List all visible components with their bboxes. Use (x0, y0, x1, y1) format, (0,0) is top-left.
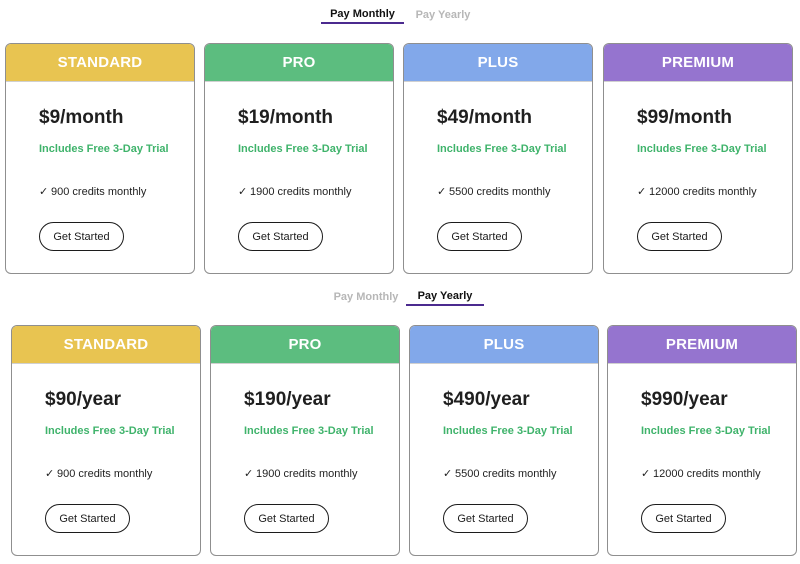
credits-feature: ✓ 900 credits monthly (39, 185, 146, 198)
check-icon: ✓ (637, 186, 647, 198)
plan-price: $490/year (443, 389, 530, 410)
plan-body: $190/year Includes Free 3-Day Trial ✓ 190… (211, 363, 399, 555)
get-started-button[interactable]: Get Started (39, 222, 124, 251)
plan-body: $990/year Includes Free 3-Day Trial ✓ 120… (608, 363, 796, 555)
plan-header: STANDARD (6, 44, 194, 81)
plan-header: STANDARD (12, 326, 200, 363)
plan-header: PREMIUM (608, 326, 796, 363)
plan-card-standard: STANDARD $9/month Includes Free 3-Day Tr… (5, 43, 195, 274)
credits-text: 12000 credits monthly (653, 468, 761, 480)
plan-body: $99/month Includes Free 3-Day Trial ✓ 120… (604, 81, 792, 273)
credits-feature: ✓ 12000 credits monthly (637, 185, 757, 198)
trial-text: Includes Free 3-Day Trial (45, 425, 175, 437)
tab-pay-monthly[interactable]: Pay Monthly (321, 6, 404, 24)
get-started-button[interactable]: Get Started (443, 504, 528, 533)
plan-card-premium: PREMIUM $990/year Includes Free 3-Day Tr… (607, 325, 797, 556)
plan-price: $99/month (637, 107, 733, 128)
plan-header: PLUS (410, 326, 598, 363)
trial-text: Includes Free 3-Day Trial (637, 143, 767, 155)
plan-price: $90/year (45, 389, 122, 410)
credits-text: 900 credits monthly (57, 468, 153, 480)
billing-toggle: Pay Monthly Pay Yearly (321, 6, 482, 26)
credits-feature: ✓ 5500 credits monthly (437, 185, 551, 198)
get-started-button[interactable]: Get Started (238, 222, 323, 251)
plan-header: PRO (211, 326, 399, 363)
check-icon: ✓ (443, 468, 453, 480)
check-icon: ✓ (238, 186, 248, 198)
plan-price: $190/year (244, 389, 331, 410)
credits-feature: ✓ 5500 credits monthly (443, 467, 557, 480)
tab-pay-monthly[interactable]: Pay Monthly (333, 291, 399, 303)
plan-card-plus: PLUS $49/month Includes Free 3-Day Trial… (403, 43, 593, 274)
plan-price: $49/month (437, 107, 533, 128)
credits-feature: ✓ 1900 credits monthly (244, 467, 358, 480)
check-icon: ✓ (244, 468, 254, 480)
plan-price: $19/month (238, 107, 334, 128)
credits-text: 12000 credits monthly (649, 186, 757, 198)
check-icon: ✓ (39, 186, 49, 198)
plan-body: $19/month Includes Free 3-Day Trial ✓ 190… (205, 81, 393, 273)
get-started-button[interactable]: Get Started (244, 504, 329, 533)
plan-body: $490/year Includes Free 3-Day Trial ✓ 550… (410, 363, 598, 555)
trial-text: Includes Free 3-Day Trial (437, 143, 567, 155)
trial-text: Includes Free 3-Day Trial (238, 143, 368, 155)
plan-card-pro: PRO $19/month Includes Free 3-Day Trial … (204, 43, 394, 274)
tab-pay-yearly[interactable]: Pay Yearly (415, 9, 471, 21)
check-icon: ✓ (45, 468, 55, 480)
credits-text: 900 credits monthly (51, 186, 147, 198)
credits-feature: ✓ 12000 credits monthly (641, 467, 761, 480)
trial-text: Includes Free 3-Day Trial (443, 425, 573, 437)
credits-text: 5500 credits monthly (455, 468, 557, 480)
billing-toggle: Pay Monthly Pay Yearly (326, 288, 484, 308)
get-started-button[interactable]: Get Started (637, 222, 722, 251)
plan-price: $990/year (641, 389, 728, 410)
credits-feature: ✓ 1900 credits monthly (238, 185, 352, 198)
plan-body: $49/month Includes Free 3-Day Trial ✓ 550… (404, 81, 592, 273)
credits-text: 1900 credits monthly (256, 468, 358, 480)
trial-text: Includes Free 3-Day Trial (244, 425, 374, 437)
trial-text: Includes Free 3-Day Trial (39, 143, 169, 155)
check-icon: ✓ (437, 186, 447, 198)
plan-header: PRO (205, 44, 393, 81)
credits-text: 1900 credits monthly (250, 186, 352, 198)
plan-card-pro: PRO $190/year Includes Free 3-Day Trial … (210, 325, 400, 556)
plan-card-premium: PREMIUM $99/month Includes Free 3-Day Tr… (603, 43, 793, 274)
plan-card-plus: PLUS $490/year Includes Free 3-Day Trial… (409, 325, 599, 556)
credits-text: 5500 credits monthly (449, 186, 551, 198)
plan-card-standard: STANDARD $90/year Includes Free 3-Day Tr… (11, 325, 201, 556)
check-icon: ✓ (641, 468, 651, 480)
get-started-button[interactable]: Get Started (437, 222, 522, 251)
plan-body: $90/year Includes Free 3-Day Trial ✓ 900 … (12, 363, 200, 555)
plan-body: $9/month Includes Free 3-Day Trial ✓ 900 … (6, 81, 194, 273)
get-started-button[interactable]: Get Started (45, 504, 130, 533)
plan-price: $9/month (39, 107, 124, 128)
trial-text: Includes Free 3-Day Trial (641, 425, 771, 437)
get-started-button[interactable]: Get Started (641, 504, 726, 533)
plan-header: PLUS (404, 44, 592, 81)
credits-feature: ✓ 900 credits monthly (45, 467, 152, 480)
tab-pay-yearly[interactable]: Pay Yearly (406, 288, 484, 306)
plan-header: PREMIUM (604, 44, 792, 81)
